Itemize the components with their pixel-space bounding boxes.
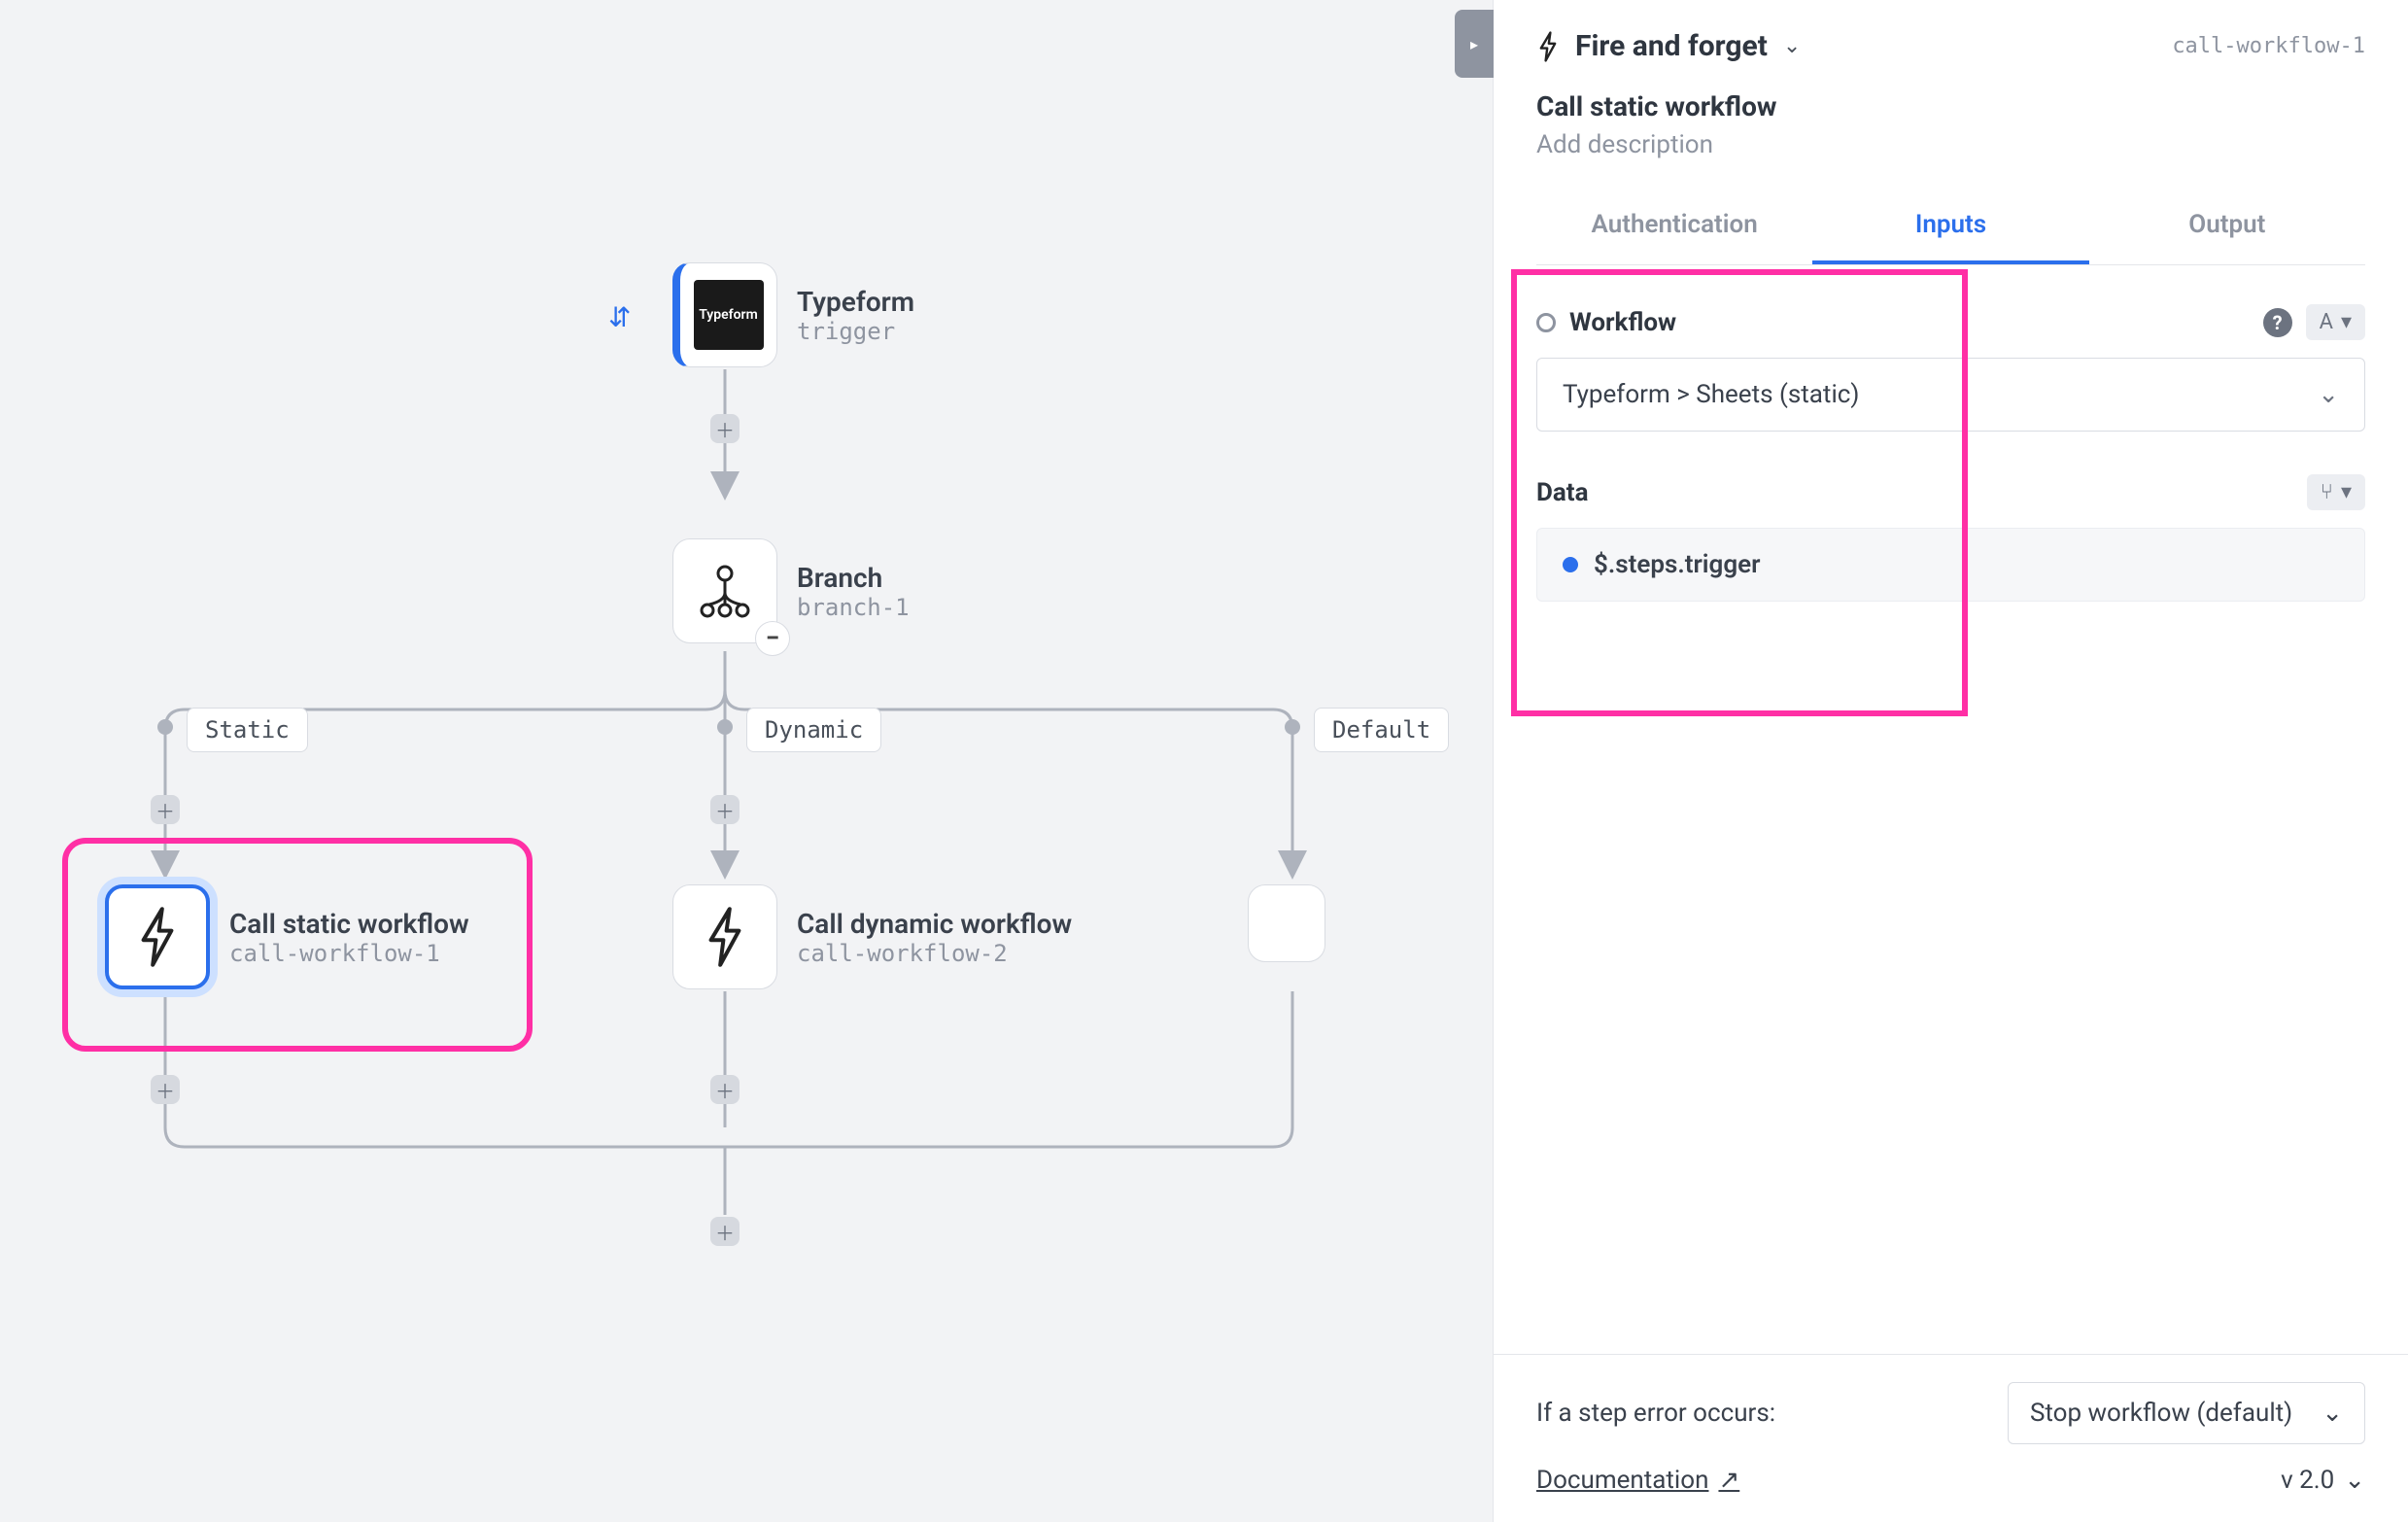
caret-down-icon: ▾	[2341, 310, 2352, 334]
node-call-dynamic[interactable]: Call dynamic workflow call-workflow-2	[672, 884, 1072, 989]
tab-authentication[interactable]: Authentication	[1536, 189, 1812, 264]
error-behavior-label: If a step error occurs:	[1536, 1399, 1775, 1428]
node-call-dynamic-title: Call dynamic workflow	[797, 908, 1072, 940]
panel-body: Workflow ? A ▾ Typeform > Sheets (static…	[1494, 265, 2408, 1354]
panel-collapse-button[interactable]: ▸	[1455, 10, 1494, 78]
tab-inputs[interactable]: Inputs	[1812, 189, 2088, 264]
version-select[interactable]: v 2.0 ⌄	[2281, 1466, 2365, 1495]
error-behavior-value: Stop workflow (default)	[2030, 1399, 2292, 1428]
node-call-dynamic-labels: Call dynamic workflow call-workflow-2	[797, 908, 1072, 967]
caret-down-icon: ▾	[2341, 480, 2352, 504]
help-icon[interactable]: ?	[2263, 308, 2292, 337]
branch-icon	[696, 562, 754, 620]
node-empty-box[interactable]	[1248, 884, 1325, 962]
panel-subtitle: Call static workflow	[1536, 90, 2365, 122]
tab-output[interactable]: Output	[2089, 189, 2365, 264]
type-pill-path[interactable]: ⑂ ▾	[2307, 474, 2365, 510]
add-step-button[interactable]: ＋	[710, 414, 740, 443]
panel-tabs: Authentication Inputs Output	[1536, 189, 2365, 265]
version-text: v 2.0	[2281, 1466, 2334, 1495]
panel-title-dropdown[interactable]: Fire and forget ⌄	[1536, 29, 1801, 63]
add-step-mid[interactable]: ＋	[710, 795, 740, 824]
node-call-dynamic-box[interactable]	[672, 884, 777, 989]
node-trigger-box[interactable]: Typeform	[672, 262, 777, 367]
add-step-left[interactable]: ＋	[151, 795, 180, 824]
bolt-icon	[702, 906, 748, 968]
connector-lines	[0, 0, 1493, 1522]
node-branch-title: Branch	[797, 562, 910, 594]
chevron-right-icon: ▸	[1470, 35, 1478, 53]
emphasis-highlight-canvas	[62, 838, 533, 1052]
branch-collapse-badge[interactable]: −	[755, 621, 790, 656]
branch-dot-right	[1285, 719, 1300, 735]
node-branch-subtitle: branch-1	[797, 594, 910, 621]
node-trigger-labels: Typeform trigger	[797, 286, 914, 345]
branch-glyph-icon: ⑂	[2321, 480, 2333, 504]
node-branch-box[interactable]: −	[672, 538, 777, 643]
chevron-down-icon: ⌄	[1783, 34, 1801, 58]
branch-dot-left	[157, 719, 173, 735]
chevron-down-icon: ⌄	[2322, 1399, 2343, 1428]
add-step-mid-2[interactable]: ＋	[710, 1075, 740, 1104]
branch-label-right[interactable]: Default	[1314, 708, 1449, 752]
bolt-icon	[1536, 31, 1560, 62]
add-step-left-2[interactable]: ＋	[151, 1075, 180, 1104]
node-trigger-title: Typeform	[797, 286, 914, 318]
error-behavior-select[interactable]: Stop workflow (default) ⌄	[2008, 1382, 2365, 1444]
branch-label-left[interactable]: Static	[187, 708, 308, 752]
emphasis-highlight-panel	[1511, 269, 1968, 716]
chevron-down-icon: ⌄	[2318, 380, 2339, 409]
node-trigger-subtitle: trigger	[797, 318, 914, 345]
chevron-down-icon: ⌄	[2344, 1466, 2365, 1495]
branch-dot-mid	[717, 719, 733, 735]
panel-title: Fire and forget	[1575, 29, 1768, 63]
panel-header: Fire and forget ⌄ call-workflow-1 Call s…	[1494, 0, 2408, 265]
external-link-icon: ↗	[1718, 1466, 1739, 1495]
add-step-merge[interactable]: ＋	[710, 1217, 740, 1246]
type-pill-letter: A	[2320, 310, 2333, 334]
panel-description-placeholder[interactable]: Add description	[1536, 130, 2365, 159]
type-pill-text[interactable]: A ▾	[2306, 304, 2365, 340]
workflow-canvas[interactable]: ⇵ Typeform Typeform trigger ＋ −	[0, 0, 1493, 1522]
documentation-link-text: Documentation	[1536, 1466, 1708, 1495]
branch-label-mid[interactable]: Dynamic	[746, 708, 881, 752]
panel-step-id: call-workflow-1	[2172, 34, 2365, 58]
typeform-logo: Typeform	[694, 280, 764, 350]
documentation-link[interactable]: Documentation ↗	[1536, 1466, 1739, 1495]
node-branch-labels: Branch branch-1	[797, 562, 910, 621]
node-trigger[interactable]: Typeform Typeform trigger	[672, 262, 914, 367]
node-call-dynamic-subtitle: call-workflow-2	[797, 940, 1072, 967]
node-branch[interactable]: − Branch branch-1	[672, 538, 910, 643]
reorder-icon[interactable]: ⇵	[608, 301, 631, 333]
panel-footer: If a step error occurs: Stop workflow (d…	[1494, 1354, 2408, 1522]
properties-panel: ▸ Fire and forget ⌄ call-workflow-1 Call…	[1493, 0, 2408, 1522]
node-empty[interactable]	[1248, 884, 1325, 962]
